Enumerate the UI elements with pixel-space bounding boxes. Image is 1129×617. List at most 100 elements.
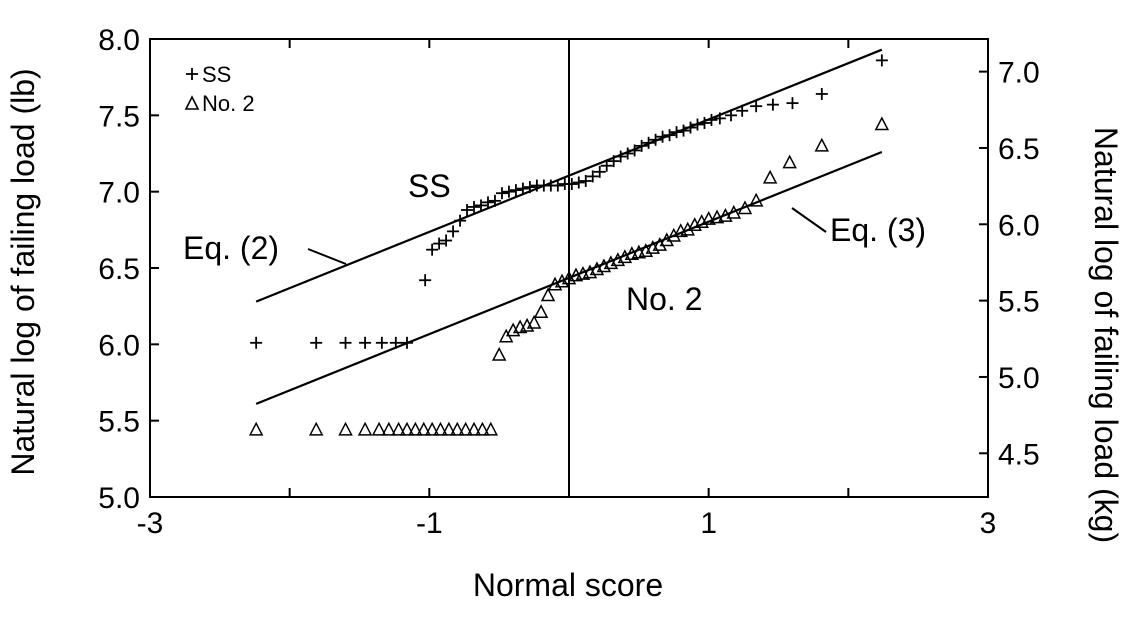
x-tick-label: 1 — [700, 507, 717, 540]
point-ss — [621, 147, 634, 160]
point-ss — [750, 100, 763, 113]
point-no2 — [483, 421, 499, 436]
point-ss — [635, 139, 648, 152]
point-ss — [400, 336, 413, 349]
y-tick-label-right: 6.0 — [998, 209, 1040, 242]
data-points — [248, 54, 890, 436]
x-tick-label: 3 — [980, 507, 997, 540]
point-no2 — [526, 314, 542, 329]
point-no2 — [371, 421, 387, 436]
point-ss — [481, 196, 494, 209]
leader-line-eq3 — [791, 207, 827, 233]
point-ss — [593, 165, 606, 178]
y-tick-label-left: 8.0 — [98, 24, 140, 57]
point-no2 — [381, 421, 397, 436]
point-ss — [572, 176, 585, 189]
annotation-eq2: Eq. (2) — [183, 230, 279, 266]
point-ss — [310, 336, 323, 349]
point-ss — [502, 185, 515, 198]
y-axis-title-right: Natural log of failing load (kg) — [1088, 127, 1124, 543]
point-no2 — [248, 421, 264, 436]
point-ss — [475, 199, 488, 212]
x-tick-label: -3 — [137, 507, 164, 540]
point-no2 — [338, 421, 353, 436]
point-ss — [600, 159, 613, 172]
legend-marker-triangle — [184, 95, 200, 110]
annotation-no2: No. 2 — [626, 281, 702, 317]
point-no2 — [408, 421, 423, 436]
point-ss — [447, 225, 460, 238]
point-no2 — [726, 204, 742, 219]
point-no2 — [357, 421, 373, 436]
point-no2 — [441, 421, 457, 436]
legend-marker-plus — [186, 68, 198, 80]
legend-label-no2: No. 2 — [202, 91, 255, 116]
annotation-ss: SS — [408, 168, 451, 204]
legend-label-ss: SS — [202, 62, 231, 87]
point-ss — [698, 116, 711, 129]
point-no2 — [782, 154, 797, 169]
point-no2 — [458, 421, 473, 436]
y-tick-label-left: 7.5 — [98, 100, 140, 133]
point-no2 — [737, 200, 753, 215]
point-ss — [523, 181, 536, 194]
point-no2 — [475, 421, 490, 436]
point-ss — [250, 336, 263, 349]
point-ss — [454, 214, 467, 227]
x-axis-title: Normal score — [473, 567, 663, 603]
point-ss — [607, 155, 620, 168]
y-tick-label-left: 6.5 — [98, 253, 140, 286]
fit-lines — [255, 48, 883, 405]
point-ss — [691, 118, 704, 131]
point-no2 — [874, 116, 890, 131]
point-ss — [339, 336, 352, 349]
y-tick-label-left: 5.5 — [98, 406, 140, 439]
x-tick-label: -1 — [416, 507, 443, 540]
point-no2 — [814, 137, 830, 152]
point-ss — [766, 98, 779, 111]
point-ss — [419, 274, 432, 287]
point-ss — [713, 112, 726, 125]
point-ss — [488, 194, 501, 207]
point-ss — [875, 54, 888, 67]
point-ss — [642, 136, 655, 149]
fit-line-eq2 — [255, 48, 883, 303]
point-no2 — [709, 209, 725, 224]
point-ss — [815, 87, 828, 100]
point-ss — [786, 97, 799, 110]
point-ss — [440, 234, 453, 247]
point-no2 — [659, 232, 675, 247]
point-no2 — [433, 421, 448, 436]
point-ss — [516, 182, 529, 195]
point-ss — [426, 243, 439, 256]
y-tick-label-right: 5.0 — [998, 362, 1040, 395]
fit-line-eq3 — [255, 150, 883, 405]
y-tick-label-left: 7.0 — [98, 177, 140, 210]
legend: SS No. 2 — [184, 62, 255, 116]
point-ss — [656, 130, 669, 143]
point-ss — [389, 336, 402, 349]
point-ss — [649, 133, 662, 146]
point-ss — [736, 104, 749, 117]
point-no2 — [666, 227, 681, 242]
y-tick-label-right: 6.5 — [998, 133, 1040, 166]
point-ss — [725, 109, 738, 122]
point-no2 — [748, 192, 764, 207]
leader-line-eq2 — [307, 248, 347, 265]
y-tick-label-right: 4.5 — [998, 438, 1040, 471]
point-ss — [586, 170, 599, 183]
point-ss — [614, 150, 627, 163]
point-no2 — [399, 421, 415, 436]
y-tick-label-right: 7.0 — [998, 57, 1040, 90]
point-ss — [670, 126, 683, 139]
point-ss — [705, 113, 718, 126]
point-no2 — [416, 421, 431, 436]
point-ss — [433, 237, 446, 250]
point-no2 — [391, 421, 406, 436]
point-no2 — [762, 169, 778, 184]
point-ss — [495, 187, 508, 200]
point-ss — [468, 200, 481, 213]
point-ss — [461, 203, 474, 216]
point-no2 — [701, 211, 716, 225]
